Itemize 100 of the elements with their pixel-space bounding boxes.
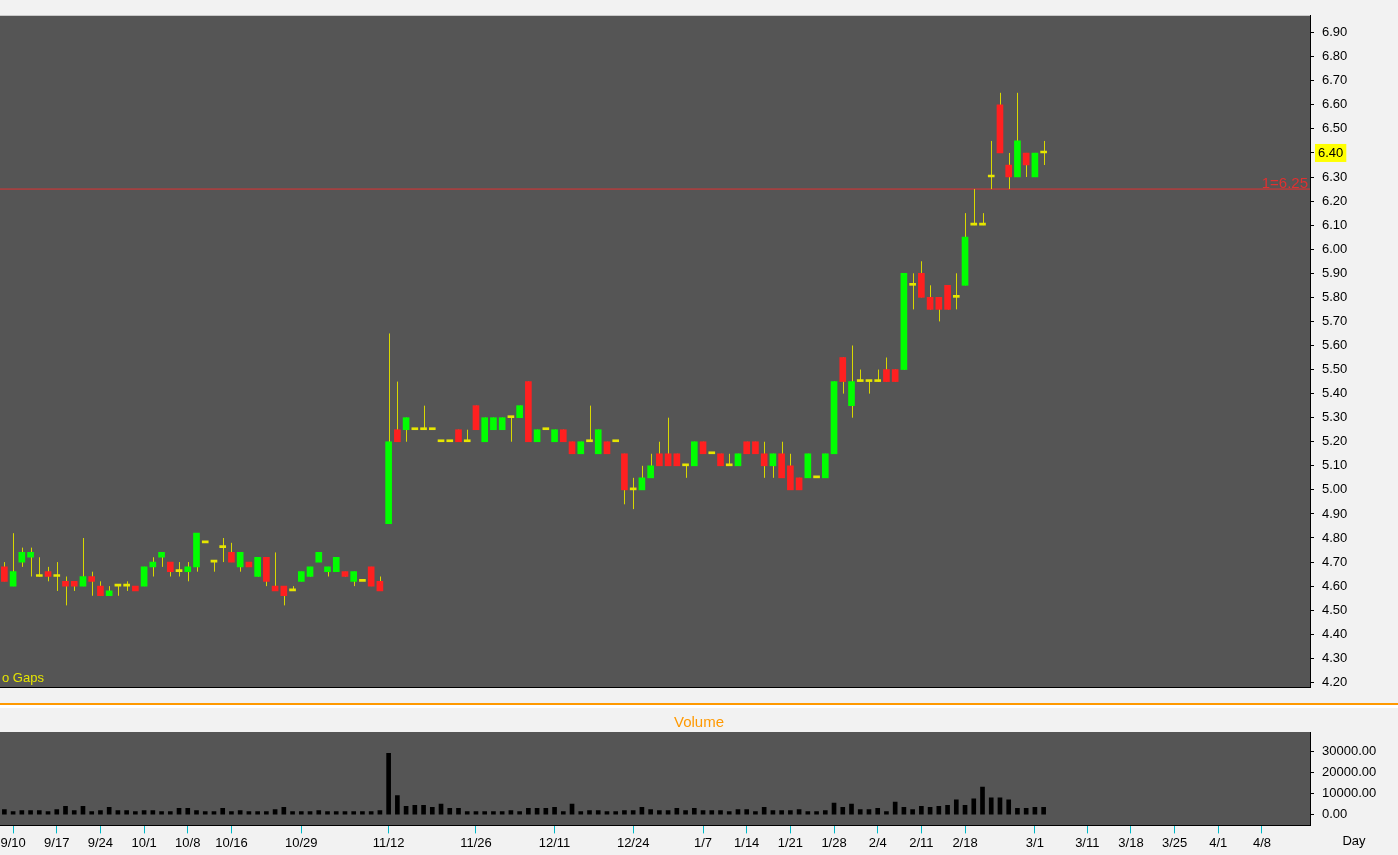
- x-tick-label: 10/8: [175, 834, 201, 850]
- y-tick-label: 30000.00: [1322, 742, 1377, 758]
- bar: [351, 811, 357, 815]
- bar: [63, 805, 68, 815]
- bar: [28, 810, 33, 815]
- x-tick-label: 4/1: [1209, 834, 1228, 850]
- bar: [753, 811, 758, 815]
- chart-title: Volume: [673, 713, 725, 731]
- bar: [473, 811, 479, 815]
- candlestick: [254, 556, 261, 577]
- bar: [901, 807, 907, 815]
- bar: [735, 809, 741, 815]
- bar: [613, 811, 619, 815]
- bar: [281, 807, 287, 815]
- bar: [272, 809, 278, 815]
- bar: [342, 811, 348, 815]
- y-tick-label: 5.50: [1322, 361, 1348, 377]
- bar: [674, 808, 680, 815]
- bar: [54, 809, 60, 815]
- candlestick: [394, 381, 401, 443]
- bar: [622, 810, 627, 815]
- y-tick-label: 5.60: [1322, 337, 1348, 353]
- bar: [665, 810, 671, 815]
- y-tick-label: 5.80: [1322, 288, 1348, 304]
- candlestick: [402, 417, 410, 443]
- candlestick: [664, 417, 672, 467]
- y-tick-label: 5.10: [1322, 457, 1348, 473]
- bar: [927, 807, 933, 815]
- candlestick: [769, 453, 777, 479]
- y-tick-label: 5.90: [1322, 264, 1348, 280]
- annotation: o Gaps: [2, 670, 45, 686]
- x-tick-label: 2/11: [909, 834, 934, 850]
- bar: [80, 805, 86, 815]
- bar: [604, 811, 610, 815]
- bar: [814, 811, 819, 815]
- bar: [779, 810, 784, 815]
- text: 6.40: [1318, 144, 1344, 160]
- bar: [499, 811, 505, 815]
- bar: [464, 811, 470, 815]
- bar: [630, 810, 636, 815]
- x-tick-label: 3/18: [1118, 834, 1144, 850]
- y-tick-label: 4.60: [1322, 577, 1348, 593]
- candlestick: [883, 357, 890, 383]
- x-tick-label: 1/14: [734, 834, 760, 850]
- bar: [709, 810, 715, 815]
- bar: [194, 810, 199, 815]
- bar: [849, 803, 854, 815]
- y-tick-label: 6.20: [1322, 192, 1348, 208]
- bar: [150, 810, 156, 815]
- bar: [368, 811, 374, 815]
- candlestick: [507, 415, 515, 443]
- bar: [141, 810, 147, 815]
- bar: [429, 807, 435, 815]
- bar: [89, 811, 95, 815]
- bar: [648, 809, 653, 815]
- y-tick-label: 6.70: [1322, 72, 1348, 88]
- bar: [421, 804, 426, 815]
- bar: [159, 811, 164, 815]
- bar: [796, 809, 802, 815]
- x-tick-label: 11/12: [372, 834, 405, 850]
- x-tick-label: 9/24: [87, 834, 114, 850]
- y-tick-label: 6.00: [1322, 240, 1348, 256]
- candlestick: [219, 537, 227, 563]
- y-tick-label: 6.60: [1322, 96, 1348, 112]
- bar: [229, 811, 234, 815]
- bar: [167, 811, 173, 815]
- x-tick-label: 1/21: [777, 834, 804, 850]
- bar: [290, 811, 295, 815]
- bar: [997, 797, 1003, 815]
- candlestick: [909, 272, 916, 310]
- candlestick: [62, 576, 69, 606]
- candlestick: [27, 547, 34, 577]
- candlestick: [1005, 152, 1013, 190]
- bar: [840, 807, 846, 815]
- x-tick-label: 1/28: [821, 834, 847, 850]
- y-tick-label: 4.40: [1322, 625, 1348, 641]
- x-tick-label: 9/17: [44, 834, 70, 850]
- bar: [595, 810, 601, 815]
- bar: [360, 811, 365, 815]
- bar: [508, 810, 514, 815]
- x-tick-label: 12/11: [538, 834, 571, 850]
- y-tick-label: 4.70: [1322, 553, 1348, 569]
- candlestick: [420, 405, 427, 431]
- y-tick-label: 4.90: [1322, 505, 1348, 521]
- bar: [718, 810, 723, 815]
- bar: [543, 808, 549, 815]
- bar: [246, 811, 252, 815]
- bar: [98, 810, 103, 815]
- y-tick-label: 6.80: [1322, 48, 1348, 64]
- bar: [560, 811, 566, 815]
- bar: [552, 807, 557, 815]
- bar: [936, 805, 942, 815]
- bar: [534, 808, 540, 815]
- bar: [700, 810, 706, 815]
- bar: [1032, 807, 1038, 815]
- bar: [36, 810, 42, 815]
- candlestick: [952, 272, 960, 310]
- bar: [395, 795, 400, 815]
- candlestick: [935, 296, 943, 322]
- x-tick-label: 10/29: [285, 834, 318, 850]
